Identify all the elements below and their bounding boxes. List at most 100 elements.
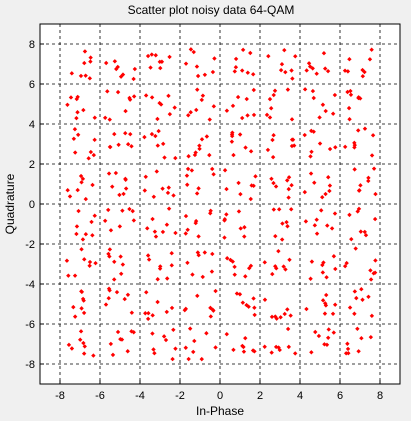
scatter-point: [244, 96, 249, 102]
scatter-point: [171, 327, 176, 332]
scatter-point: [207, 152, 212, 158]
scatter-point: [238, 226, 243, 231]
scatter-point: [359, 336, 364, 341]
scatter-point: [229, 139, 235, 144]
scatter-point: [123, 108, 128, 114]
scatter-point: [291, 143, 297, 148]
scatter-point: [232, 69, 237, 74]
scatter-point: [90, 233, 95, 238]
scatter-point: [308, 171, 314, 176]
scatter-point: [91, 152, 97, 158]
scatter-point: [125, 142, 131, 147]
scatter-point: [286, 195, 291, 200]
scatter-point: [224, 212, 229, 217]
scatter-point: [145, 253, 151, 258]
scatter-point: [248, 50, 253, 56]
scatter-point: [88, 59, 93, 64]
scatter-point: [107, 144, 113, 150]
scatter-point: [285, 307, 290, 312]
x-tick-label: 0: [217, 390, 223, 402]
scatter-point: [268, 106, 274, 111]
scatter-point: [158, 102, 164, 107]
scatter-point: [158, 264, 163, 269]
scatter-point: [81, 351, 87, 356]
scatter-point: [72, 314, 78, 319]
scatter-point: [191, 349, 196, 355]
scatter-point: [87, 263, 92, 268]
scatter-point: [269, 176, 274, 182]
scatter-point: [362, 229, 367, 235]
scatter-point: [287, 257, 292, 262]
scatter-point: [237, 132, 243, 137]
scatter-point: [330, 311, 336, 316]
scatter-point: [200, 93, 206, 98]
scatter-point: [106, 251, 111, 257]
scatter-point: [271, 92, 276, 98]
scatter-point: [345, 346, 351, 352]
scatter-point: [79, 289, 85, 295]
scatter-point: [228, 257, 233, 263]
scatter-point: [224, 108, 230, 113]
scatter-point: [232, 272, 237, 277]
scatter-point: [238, 191, 243, 197]
scatter-point: [129, 144, 134, 149]
scatter-point: [75, 110, 80, 115]
scatter-point: [170, 356, 175, 362]
scatter-point: [161, 334, 167, 339]
scatter-point: [355, 209, 360, 214]
scatter-point: [186, 113, 191, 118]
scatter-point: [320, 298, 326, 303]
scatter-point: [195, 73, 201, 79]
scatter-point: [346, 105, 352, 111]
scatter-point: [320, 102, 326, 107]
scatter-point: [368, 268, 373, 273]
scatter-point: [72, 150, 78, 155]
scatter-point: [131, 218, 137, 223]
x-tick-label: 8: [377, 390, 383, 402]
scatter-point: [250, 348, 256, 353]
scatter-point: [285, 326, 291, 332]
scatter-point: [317, 115, 322, 120]
scatter-point: [281, 264, 286, 269]
scatter-point: [121, 191, 126, 197]
scatter-point: [240, 300, 246, 305]
scatter-point: [237, 292, 243, 297]
scatter-point: [108, 228, 114, 233]
scatter-point: [251, 87, 257, 93]
scatter-point: [322, 342, 327, 347]
scatter-point: [155, 299, 160, 305]
scatter-point: [363, 233, 369, 238]
scatter-point: [342, 68, 348, 73]
scatter-point: [210, 69, 216, 75]
scatter-point: [332, 302, 338, 307]
scatter-point: [143, 174, 148, 180]
y-tick-label: -4: [25, 279, 35, 291]
scatter-point: [88, 55, 93, 60]
scatter-point: [142, 188, 147, 193]
scatter-point: [188, 110, 193, 115]
scatter-point: [326, 175, 331, 180]
scatter-point: [236, 180, 241, 186]
scatter-point: [145, 226, 150, 231]
scatter-point: [110, 184, 115, 189]
scatter-point: [143, 93, 149, 98]
scatter-point: [115, 89, 121, 95]
scatter-point: [106, 286, 112, 291]
scatter-point: [302, 189, 308, 195]
scatter-point: [81, 340, 86, 346]
scatter-point: [242, 225, 247, 230]
scatter-point: [326, 327, 331, 332]
scatter-point: [183, 306, 189, 312]
scatter-point: [355, 128, 361, 133]
scatter-point: [93, 260, 98, 266]
scatter-point: [282, 47, 287, 53]
x-tick-label: 4: [297, 390, 303, 402]
scatter-point: [131, 94, 137, 99]
scatter-point: [241, 349, 247, 354]
y-tick-label: 4: [29, 119, 35, 131]
scatter-point: [82, 60, 87, 66]
scatter-point: [373, 258, 378, 263]
y-axis-label: Quadrature: [3, 173, 17, 234]
scatter-point: [313, 329, 318, 335]
scatter-point: [320, 270, 326, 275]
